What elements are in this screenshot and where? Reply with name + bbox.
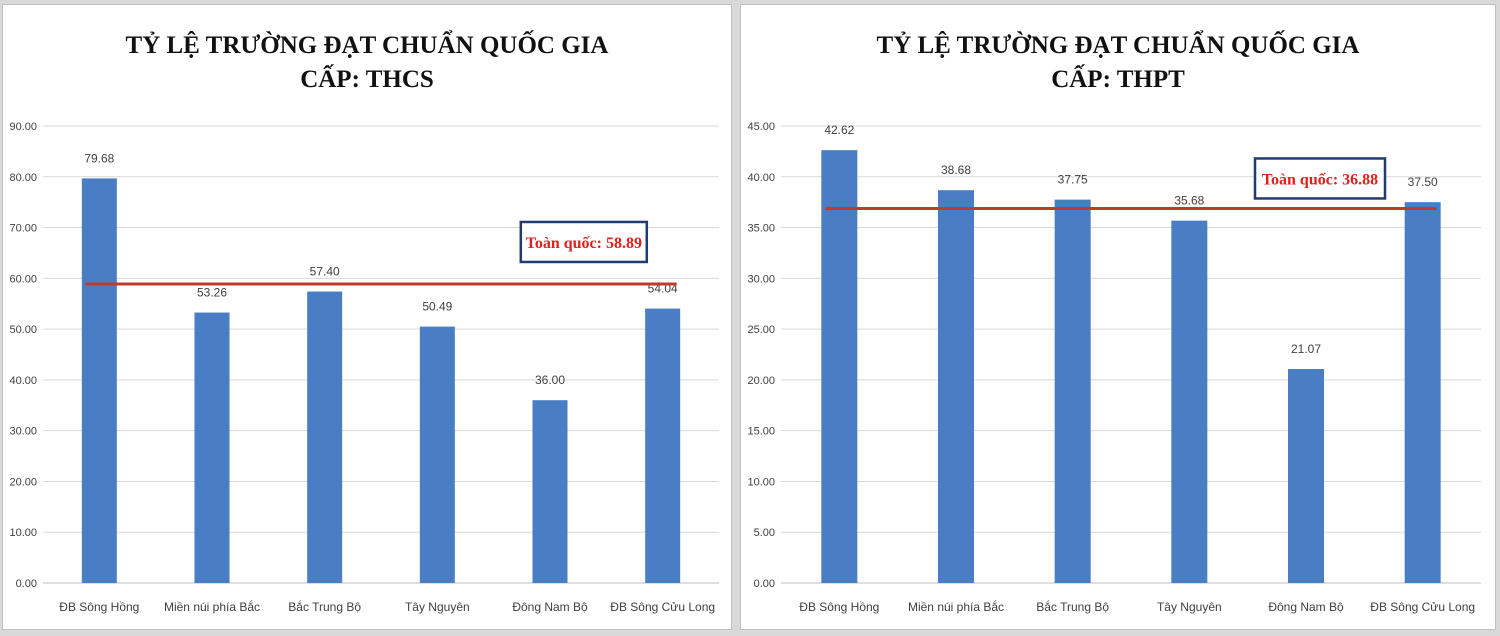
bar [532, 400, 568, 583]
y-tick-label: 35.00 [747, 223, 775, 235]
y-tick-label: 45.00 [747, 121, 775, 133]
chart-panel-thpt: TỶ LỆ TRƯỜNG ĐẠT CHUẨN QUỐC GIA CẤP: THP… [740, 4, 1496, 630]
bar [821, 150, 858, 583]
y-tick-label: 40.00 [747, 172, 775, 184]
chart-title-block: TỶ LỆ TRƯỜNG ĐẠT CHUẨN QUỐC GIA CẤP: THC… [3, 29, 731, 97]
chart-subtitle: CẤP: THCS [300, 66, 434, 93]
x-category-label: ĐB Sông Cửu Long [610, 600, 715, 614]
y-tick-label: 90.00 [9, 121, 37, 133]
bar-value-label: 53.26 [197, 286, 227, 300]
x-category-label: ĐB Sông Hồng [799, 600, 879, 614]
x-category-label: ĐB Sông Hồng [59, 600, 139, 614]
y-tick-label: 30.00 [9, 426, 37, 438]
chart-subtitle: CẤP: THPT [1051, 66, 1185, 93]
national-average-box [519, 220, 649, 264]
bar-value-label: 57.40 [310, 265, 340, 279]
y-tick-label: 50.00 [9, 324, 37, 336]
x-category-label: ĐB Sông Cửu Long [1370, 600, 1475, 614]
bar-value-label: 37.75 [1058, 173, 1088, 187]
y-tick-label: 60.00 [9, 273, 37, 285]
chart-title: TỶ LỆ TRƯỜNG ĐẠT CHUẨN QUỐC GIA [876, 32, 1360, 59]
bar [307, 291, 343, 583]
y-tick-label: 0.00 [754, 578, 775, 590]
bar-value-label: 38.68 [941, 163, 971, 177]
bar [645, 308, 681, 583]
chart-panel-thcs: TỶ LỆ TRƯỜNG ĐẠT CHUẨN QUỐC GIA CẤP: THC… [2, 4, 732, 630]
x-category-label: Đông Nam Bộ [512, 600, 588, 614]
y-tick-label: 70.00 [9, 223, 37, 235]
bar [1288, 369, 1324, 583]
national-average-label: Toàn quốc: 36.88 [1262, 171, 1378, 188]
bar-chart-thpt: 0.00 5.00 10.00 15.00 20.00 25.00 30.00 35.00 40… [747, 121, 1481, 614]
chart-title-block: TỶ LỆ TRƯỜNG ĐẠT CHUẨN QUỐC GIA CẤP: THP… [741, 29, 1495, 97]
y-tick-label: 5.00 [754, 527, 775, 539]
x-category-label: Đông Nam Bộ [1268, 600, 1344, 614]
x-category-label: Miền núi phía Bắc [164, 599, 260, 614]
y-tick-label: 30.00 [747, 273, 775, 285]
national-average-box [1253, 157, 1387, 200]
y-tick-label: 40.00 [9, 375, 37, 387]
y-tick-label: 80.00 [9, 172, 37, 184]
y-tick-label: 20.00 [747, 375, 775, 387]
bar-value-label: 42.62 [824, 123, 854, 137]
bar [1404, 202, 1441, 583]
y-tick-label: 10.00 [9, 527, 37, 539]
y-tick-label: 15.00 [747, 426, 775, 438]
bar-value-label: 21.07 [1291, 342, 1321, 356]
bar-value-label: 36.00 [535, 373, 565, 387]
y-tick-label: 20.00 [9, 476, 37, 488]
y-tick-label: 25.00 [747, 324, 775, 336]
x-category-label: Tây Nguyên [1157, 600, 1222, 614]
bar-chart-thcs: 0.00 10.00 20.00 30.00 40.00 50.00 60.00 70.00 8… [9, 121, 719, 614]
x-category-label: Bắc Trung Bộ [1036, 599, 1109, 614]
bar [1171, 220, 1208, 583]
bar [419, 326, 455, 583]
bar-value-label: 35.68 [1174, 194, 1204, 208]
y-tick-label: 10.00 [747, 476, 775, 488]
x-category-label: Miền núi phía Bắc [908, 599, 1004, 614]
national-average-label: Toàn quốc: 58.89 [526, 235, 642, 252]
chart-title: TỶ LỆ TRƯỜNG ĐẠT CHUẨN QUỐC GIA [125, 32, 609, 59]
x-category-label: Tây Nguyên [405, 600, 470, 614]
y-tick-label: 0.00 [16, 578, 37, 590]
bar-value-label: 79.68 [84, 151, 114, 165]
bar-value-label: 37.50 [1408, 175, 1438, 189]
bar-value-label: 50.49 [422, 300, 452, 314]
bar [81, 178, 117, 584]
bar [194, 312, 230, 583]
x-category-label: Bắc Trung Bộ [288, 599, 361, 614]
bar [938, 190, 974, 583]
bar [1054, 199, 1091, 583]
